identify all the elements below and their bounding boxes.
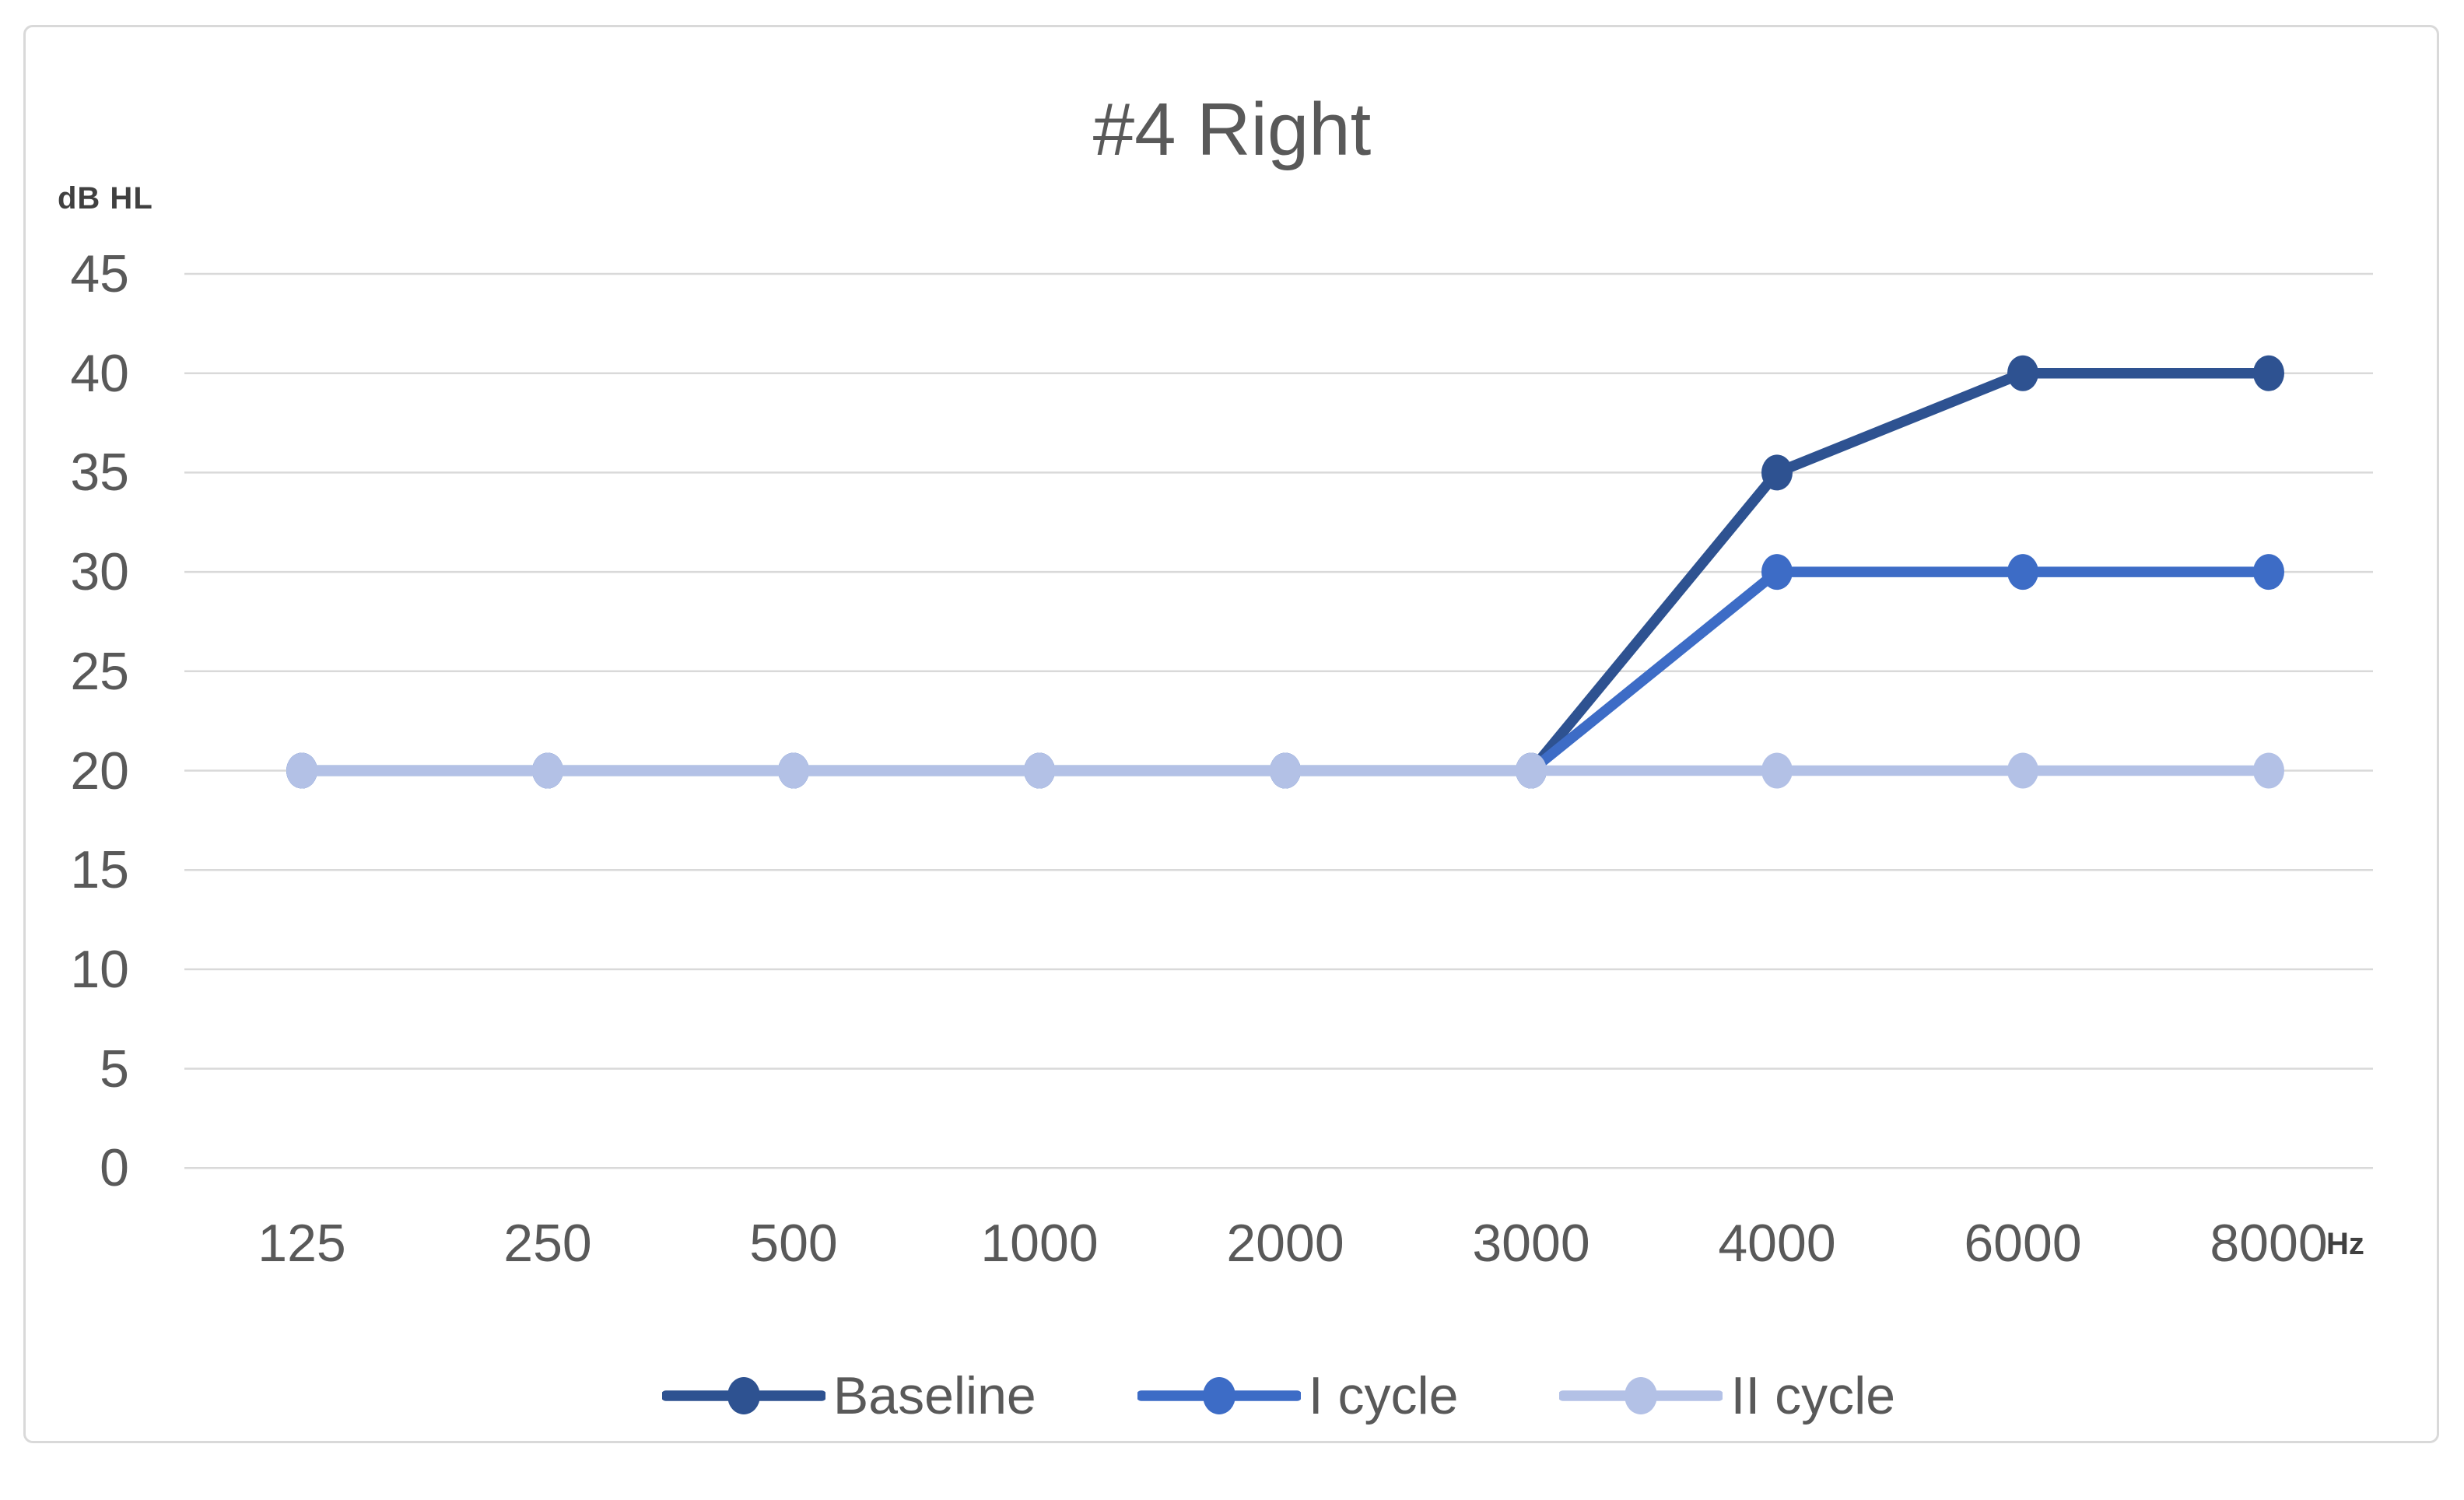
y-tick-label-40: 40: [70, 343, 129, 403]
legend-marker-icon-i-cycle: [1137, 1377, 1301, 1414]
legend-item-label-baseline: Baseline: [832, 1366, 1036, 1425]
x-tick-label-2000: 2000: [1226, 1214, 1344, 1273]
data-point-marker-baseline: [2253, 355, 2284, 391]
chart-title: #4 Right: [1092, 88, 1372, 171]
x-tick-label-3000: 3000: [1472, 1214, 1590, 1273]
chart-frame: [23, 25, 2439, 1443]
legend-item-label-ii-cycle: II cycle: [1730, 1366, 1896, 1425]
y-tick-label-25: 25: [70, 641, 129, 701]
x-tick-label-1000: 1000: [980, 1214, 1099, 1273]
legend-marker-icon-ii-cycle: [1559, 1377, 1723, 1414]
x-tick-label-250: 250: [503, 1214, 592, 1273]
y-tick-label-10: 10: [70, 939, 129, 999]
x-tick-label-500: 500: [749, 1214, 838, 1273]
y-tick-label-15: 15: [70, 840, 129, 900]
data-point-marker-ii-cycle: [1761, 752, 1793, 789]
data-point-marker-ii-cycle: [1024, 752, 1055, 789]
x-axis-unit-label: Hz: [2326, 1227, 2364, 1261]
data-point-marker-ii-cycle: [286, 752, 317, 789]
legend-marker-icon-baseline: [661, 1377, 825, 1414]
y-tick-label-35: 35: [70, 443, 129, 503]
data-point-marker-i-cycle: [2007, 554, 2038, 591]
y-axis-unit-label: dB HL: [58, 181, 153, 216]
x-tick-label-6000: 6000: [1964, 1214, 2082, 1273]
x-tick-label-125: 125: [258, 1214, 346, 1273]
data-point-marker-ii-cycle: [2253, 752, 2284, 789]
legend-item-i-cycle: I cycle: [1137, 1366, 1459, 1425]
data-point-marker-ii-cycle: [1516, 752, 1547, 789]
y-tick-label-0: 0: [100, 1138, 129, 1198]
data-point-marker-ii-cycle: [778, 752, 809, 789]
y-tick-label-45: 45: [70, 244, 129, 303]
x-tick-label-8000: 8000: [2210, 1214, 2328, 1273]
y-tick-label-20: 20: [70, 741, 129, 801]
data-point-marker-i-cycle: [2253, 554, 2284, 591]
legend-item-label-i-cycle: I cycle: [1308, 1366, 1459, 1425]
legend-item-baseline: Baseline: [661, 1366, 1036, 1425]
chart-legend: Baseline I cycle II cycle: [93, 1363, 2464, 1428]
x-tick-label-4000: 4000: [1718, 1214, 1836, 1273]
data-point-marker-ii-cycle: [1270, 752, 1301, 789]
data-point-marker-baseline: [2007, 355, 2038, 391]
data-point-marker-i-cycle: [1761, 554, 1793, 591]
data-point-marker-ii-cycle: [532, 752, 563, 789]
y-tick-label-30: 30: [70, 542, 129, 602]
y-tick-label-5: 5: [100, 1039, 129, 1099]
data-point-marker-ii-cycle: [2007, 752, 2038, 789]
legend-item-ii-cycle: II cycle: [1559, 1366, 1895, 1425]
data-point-marker-baseline: [1761, 454, 1793, 491]
